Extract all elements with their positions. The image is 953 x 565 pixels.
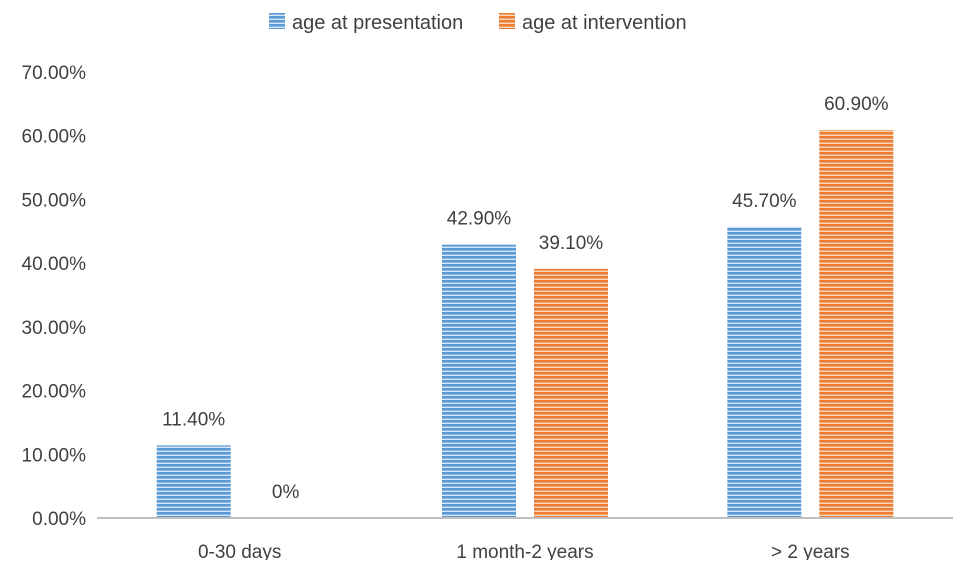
x-tick-label: > 2 years bbox=[771, 542, 850, 560]
bar bbox=[156, 445, 231, 518]
y-tick-label: 70.00% bbox=[22, 63, 87, 84]
bars: 11.40% 0% 42.90% 39.10% 45.70% 60.90% bbox=[156, 94, 894, 519]
legend-swatch bbox=[269, 13, 285, 29]
bar bbox=[442, 244, 516, 518]
y-tick-label: 50.00% bbox=[22, 190, 87, 211]
legend-label: age at intervention bbox=[522, 12, 687, 34]
data-label: 42.90% bbox=[447, 209, 512, 230]
x-tick-label: 0-30 days bbox=[198, 542, 281, 560]
data-label: 60.90% bbox=[824, 94, 889, 115]
bar bbox=[819, 129, 894, 519]
x-tick-label: 1 month-2 years bbox=[456, 542, 593, 560]
data-label: 11.40% bbox=[162, 409, 225, 430]
data-label: 45.70% bbox=[732, 191, 797, 212]
y-tick-label: 20.00% bbox=[22, 382, 87, 403]
y-axis: 0.00% 10.00% 20.00% 30.00% 40.00% 50.00% 60.00… bbox=[22, 63, 87, 530]
data-label: 39.10% bbox=[539, 233, 604, 254]
y-tick-label: 0.00% bbox=[32, 509, 86, 530]
legend-label: age at presentation bbox=[292, 12, 463, 34]
legend-swatch bbox=[499, 13, 515, 29]
y-tick-label: 10.00% bbox=[22, 445, 87, 466]
legend: age at presentation age at intervention bbox=[269, 12, 687, 34]
x-axis: 0-30 days 1 month-2 years > 2 years bbox=[97, 517, 953, 563]
y-tick-label: 30.00% bbox=[22, 318, 87, 339]
y-tick-label: 60.00% bbox=[22, 127, 87, 148]
bar bbox=[534, 268, 608, 518]
y-tick-label: 40.00% bbox=[22, 254, 87, 275]
bar bbox=[727, 226, 802, 518]
data-label: 0% bbox=[272, 482, 300, 503]
